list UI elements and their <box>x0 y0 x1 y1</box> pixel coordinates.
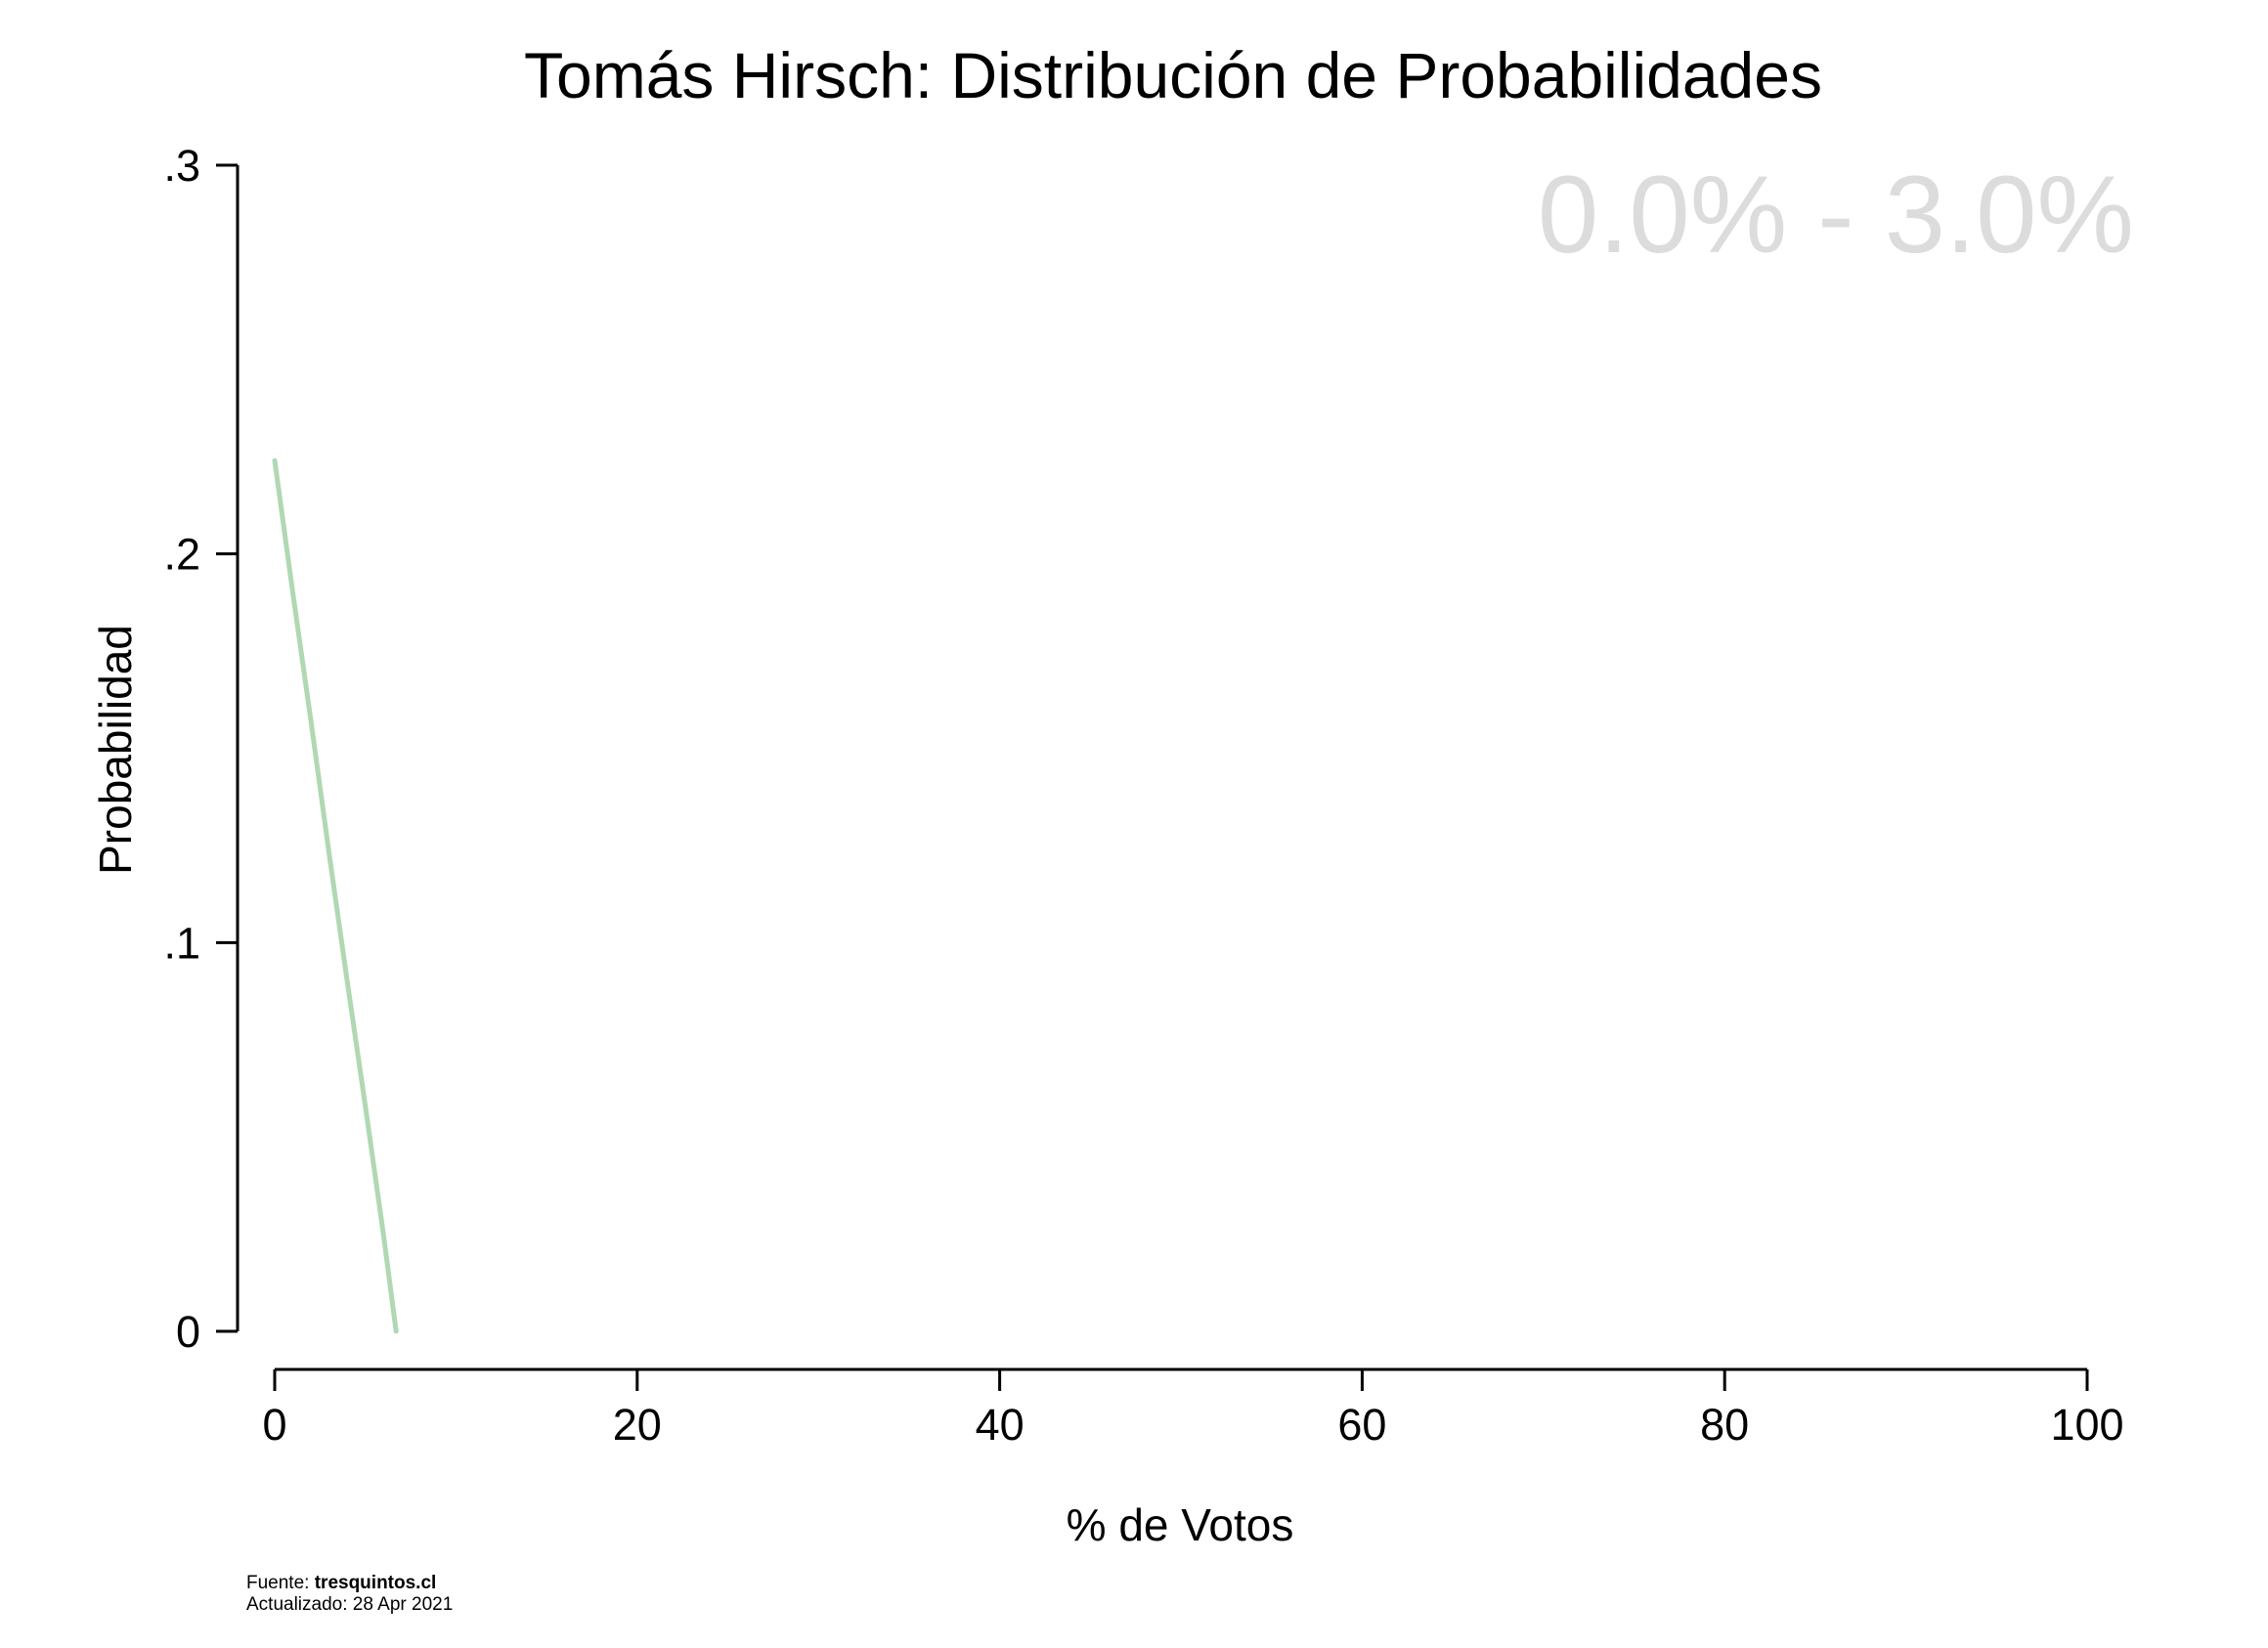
source-prefix: Fuente: <box>246 1573 315 1593</box>
x-tick-label: 0 <box>262 1400 286 1450</box>
y-tick-label: .3 <box>163 141 200 191</box>
source-line: Fuente: tresquintos.cl <box>246 1573 453 1594</box>
range-watermark: 0.0% - 3.0% <box>1538 153 2134 276</box>
y-axis: 0 .1 .2 .3 <box>163 141 240 1357</box>
chart-title: Tomás Hirsch: Distribución de Probabilid… <box>524 39 1822 111</box>
x-tick-label: 20 <box>613 1400 662 1450</box>
x-axis-label: % de Votos <box>1067 1499 1294 1550</box>
y-tick-label: 0 <box>176 1307 200 1357</box>
footer: Fuente: tresquintos.cl Actualizado: 28 A… <box>246 1573 453 1616</box>
y-axis-label: Probabilidad <box>90 625 141 875</box>
series-line <box>272 457 399 1334</box>
x-tick-label: 100 <box>2050 1400 2123 1450</box>
x-axis: 0 20 40 60 80 100 <box>262 1367 2124 1450</box>
x-tick-label: 80 <box>1700 1400 1749 1450</box>
x-tick-label: 40 <box>976 1400 1025 1450</box>
x-tick-label: 60 <box>1337 1400 1386 1450</box>
series-layer <box>272 457 399 1334</box>
y-tick-label: .1 <box>163 918 200 968</box>
updated-line: Actualizado: 28 Apr 2021 <box>246 1594 454 1615</box>
y-tick-label: .2 <box>163 530 200 580</box>
source-site: tresquintos.cl <box>314 1573 437 1593</box>
